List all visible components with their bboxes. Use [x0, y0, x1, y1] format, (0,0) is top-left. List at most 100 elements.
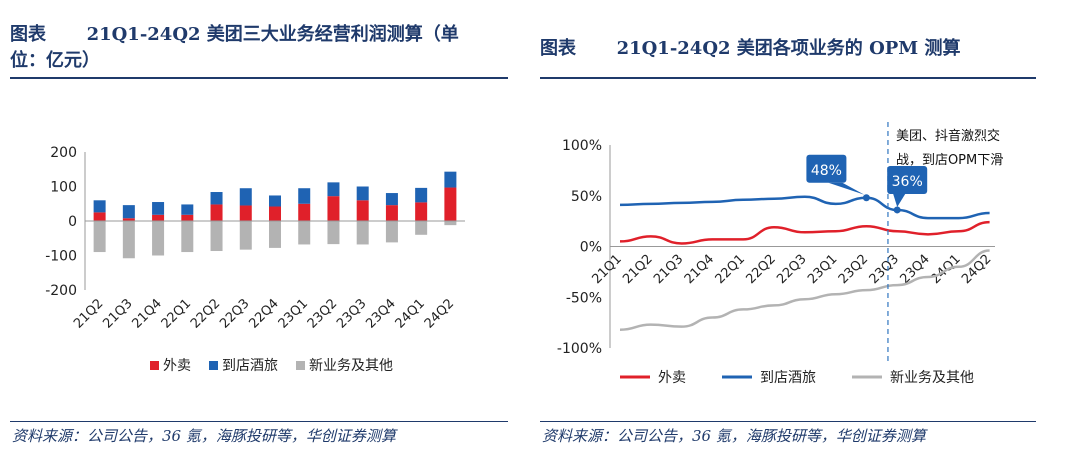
callout-48-label: 48% — [811, 163, 842, 179]
bar-xinyewu — [122, 221, 135, 259]
x-tick-label: 23Q4 — [363, 296, 398, 331]
x-tick-label: 23Q3 — [334, 296, 369, 331]
bar-xinyewu — [327, 221, 340, 245]
x-tick-label: 22Q2 — [743, 252, 778, 287]
left-title: 图表 21Q1-24Q2 美团三大业务经营利润测算（单 位：亿元） — [10, 22, 510, 74]
annotation-line1: 美团、抖音激烈交 — [896, 128, 1000, 144]
legend-label: 到店酒旅 — [222, 358, 278, 374]
y-tick-label: 100 — [50, 180, 77, 196]
y-tick-label: 50% — [571, 189, 602, 205]
bar-waimai — [298, 203, 311, 221]
bar-waimai — [356, 200, 369, 221]
line-waimai — [619, 220, 990, 245]
x-tick-label: 22Q1 — [159, 296, 194, 331]
x-tick-label: 23Q4 — [897, 252, 932, 287]
bar-xinyewu — [181, 221, 194, 253]
legend-label: 外卖 — [658, 370, 686, 386]
right-title: 图表 21Q1-24Q2 美团各项业务的 OPM 测算 — [540, 36, 1060, 62]
right-title-rule — [540, 77, 1036, 79]
bar-xinyewu — [298, 221, 311, 245]
left-source: 资料来源：公司公告，36 氪，海豚投研等，华创证券测算 — [12, 427, 396, 445]
legend-swatch — [150, 361, 159, 370]
callout-48-point — [862, 194, 870, 202]
bar-xinyewu — [356, 221, 369, 245]
x-tick-label: 23Q3 — [867, 252, 902, 287]
bar-waimai — [122, 218, 135, 221]
x-tick-label: 22Q3 — [217, 296, 252, 331]
right-title-text: 21Q1-24Q2 美团各项业务的 OPM 测算 — [616, 38, 961, 59]
left-title-label: 图表 — [10, 24, 46, 45]
right-source-rule — [540, 421, 1036, 422]
x-tick-label: 24Q1 — [393, 296, 428, 331]
right-source: 资料来源：公司公告，36 氪，海豚投研等，华创证券测算 — [542, 427, 926, 445]
left-title-line2: 位：亿元） — [10, 50, 100, 71]
bar-xinyewu — [152, 221, 165, 256]
bar-daodian — [415, 187, 428, 203]
bar-waimai — [239, 205, 252, 221]
bar-daodian — [327, 182, 340, 197]
legend-label: 外卖 — [163, 358, 191, 374]
bar-waimai — [415, 202, 428, 221]
x-tick-label: 21Q3 — [651, 252, 686, 287]
line-daodian — [619, 195, 990, 220]
y-tick-label: 200 — [50, 145, 77, 161]
bar-daodian — [93, 200, 106, 213]
bar-xinyewu — [210, 221, 223, 252]
bar-daodian — [122, 205, 135, 219]
bar-daodian — [385, 193, 398, 206]
bar-daodian — [269, 195, 281, 207]
bar-daodian — [298, 188, 311, 204]
y-tick-label: -200 — [45, 283, 77, 299]
bar-waimai — [327, 196, 340, 221]
left-title-line1: 21Q1-24Q2 美团三大业务经营利润测算（单 — [86, 24, 459, 45]
y-tick-label: 0% — [580, 240, 602, 256]
bar-xinyewu — [239, 221, 252, 250]
x-tick-label: 24Q2 — [422, 296, 457, 331]
x-tick-label: 23Q2 — [305, 296, 340, 331]
line-xinyewu — [619, 249, 990, 331]
left-bar-chart: -200-100010020021Q221Q321Q422Q122Q222Q32… — [45, 145, 465, 374]
bar-daodian — [444, 171, 457, 188]
bar-waimai — [210, 204, 223, 221]
left-title-rule — [10, 77, 508, 79]
bar-waimai — [269, 206, 281, 221]
y-tick-label: 100% — [562, 138, 602, 154]
bar-daodian — [210, 192, 223, 205]
bar-daodian — [356, 186, 369, 201]
legend-label: 新业务及其他 — [890, 370, 974, 386]
x-tick-label: 22Q3 — [774, 252, 809, 287]
x-tick-label: 22Q4 — [246, 296, 281, 331]
x-tick-label: 23Q1 — [276, 296, 311, 331]
x-tick-label: 22Q1 — [713, 252, 748, 287]
x-tick-label: 21Q2 — [620, 252, 655, 287]
y-tick-label: -100 — [45, 249, 77, 265]
callout-36-point — [893, 206, 901, 214]
bar-daodian — [152, 202, 165, 215]
bar-xinyewu — [385, 221, 398, 243]
x-tick-label: 21Q4 — [130, 296, 165, 331]
callout-36-box — [887, 165, 928, 194]
left-source-rule — [10, 421, 508, 422]
callout-36-label: 36% — [892, 174, 923, 190]
y-tick-label: -100% — [557, 341, 602, 357]
bar-waimai — [93, 212, 106, 221]
x-tick-label: 21Q1 — [589, 252, 624, 287]
annotation-line2: 战，到店OPM下滑 — [896, 153, 1003, 168]
x-tick-label: 23Q1 — [805, 252, 840, 287]
bar-waimai — [444, 187, 457, 221]
bar-waimai — [385, 205, 398, 221]
x-tick-label: 23Q2 — [836, 252, 871, 287]
x-tick-label: 22Q2 — [188, 296, 223, 331]
callout-48-box — [806, 154, 847, 183]
right-line-chart: -100%-50%0%50%100%21Q121Q221Q321Q422Q122… — [557, 122, 1003, 386]
bar-xinyewu — [269, 221, 281, 248]
legend-swatch — [296, 361, 305, 370]
bar-xinyewu — [444, 221, 457, 226]
x-tick-label: 21Q2 — [71, 296, 106, 331]
bar-daodian — [239, 188, 252, 206]
legend-swatch — [209, 361, 218, 370]
x-tick-label: 21Q3 — [100, 296, 135, 331]
bar-waimai — [181, 214, 194, 221]
bar-waimai — [152, 214, 165, 221]
legend-label: 新业务及其他 — [309, 358, 393, 374]
